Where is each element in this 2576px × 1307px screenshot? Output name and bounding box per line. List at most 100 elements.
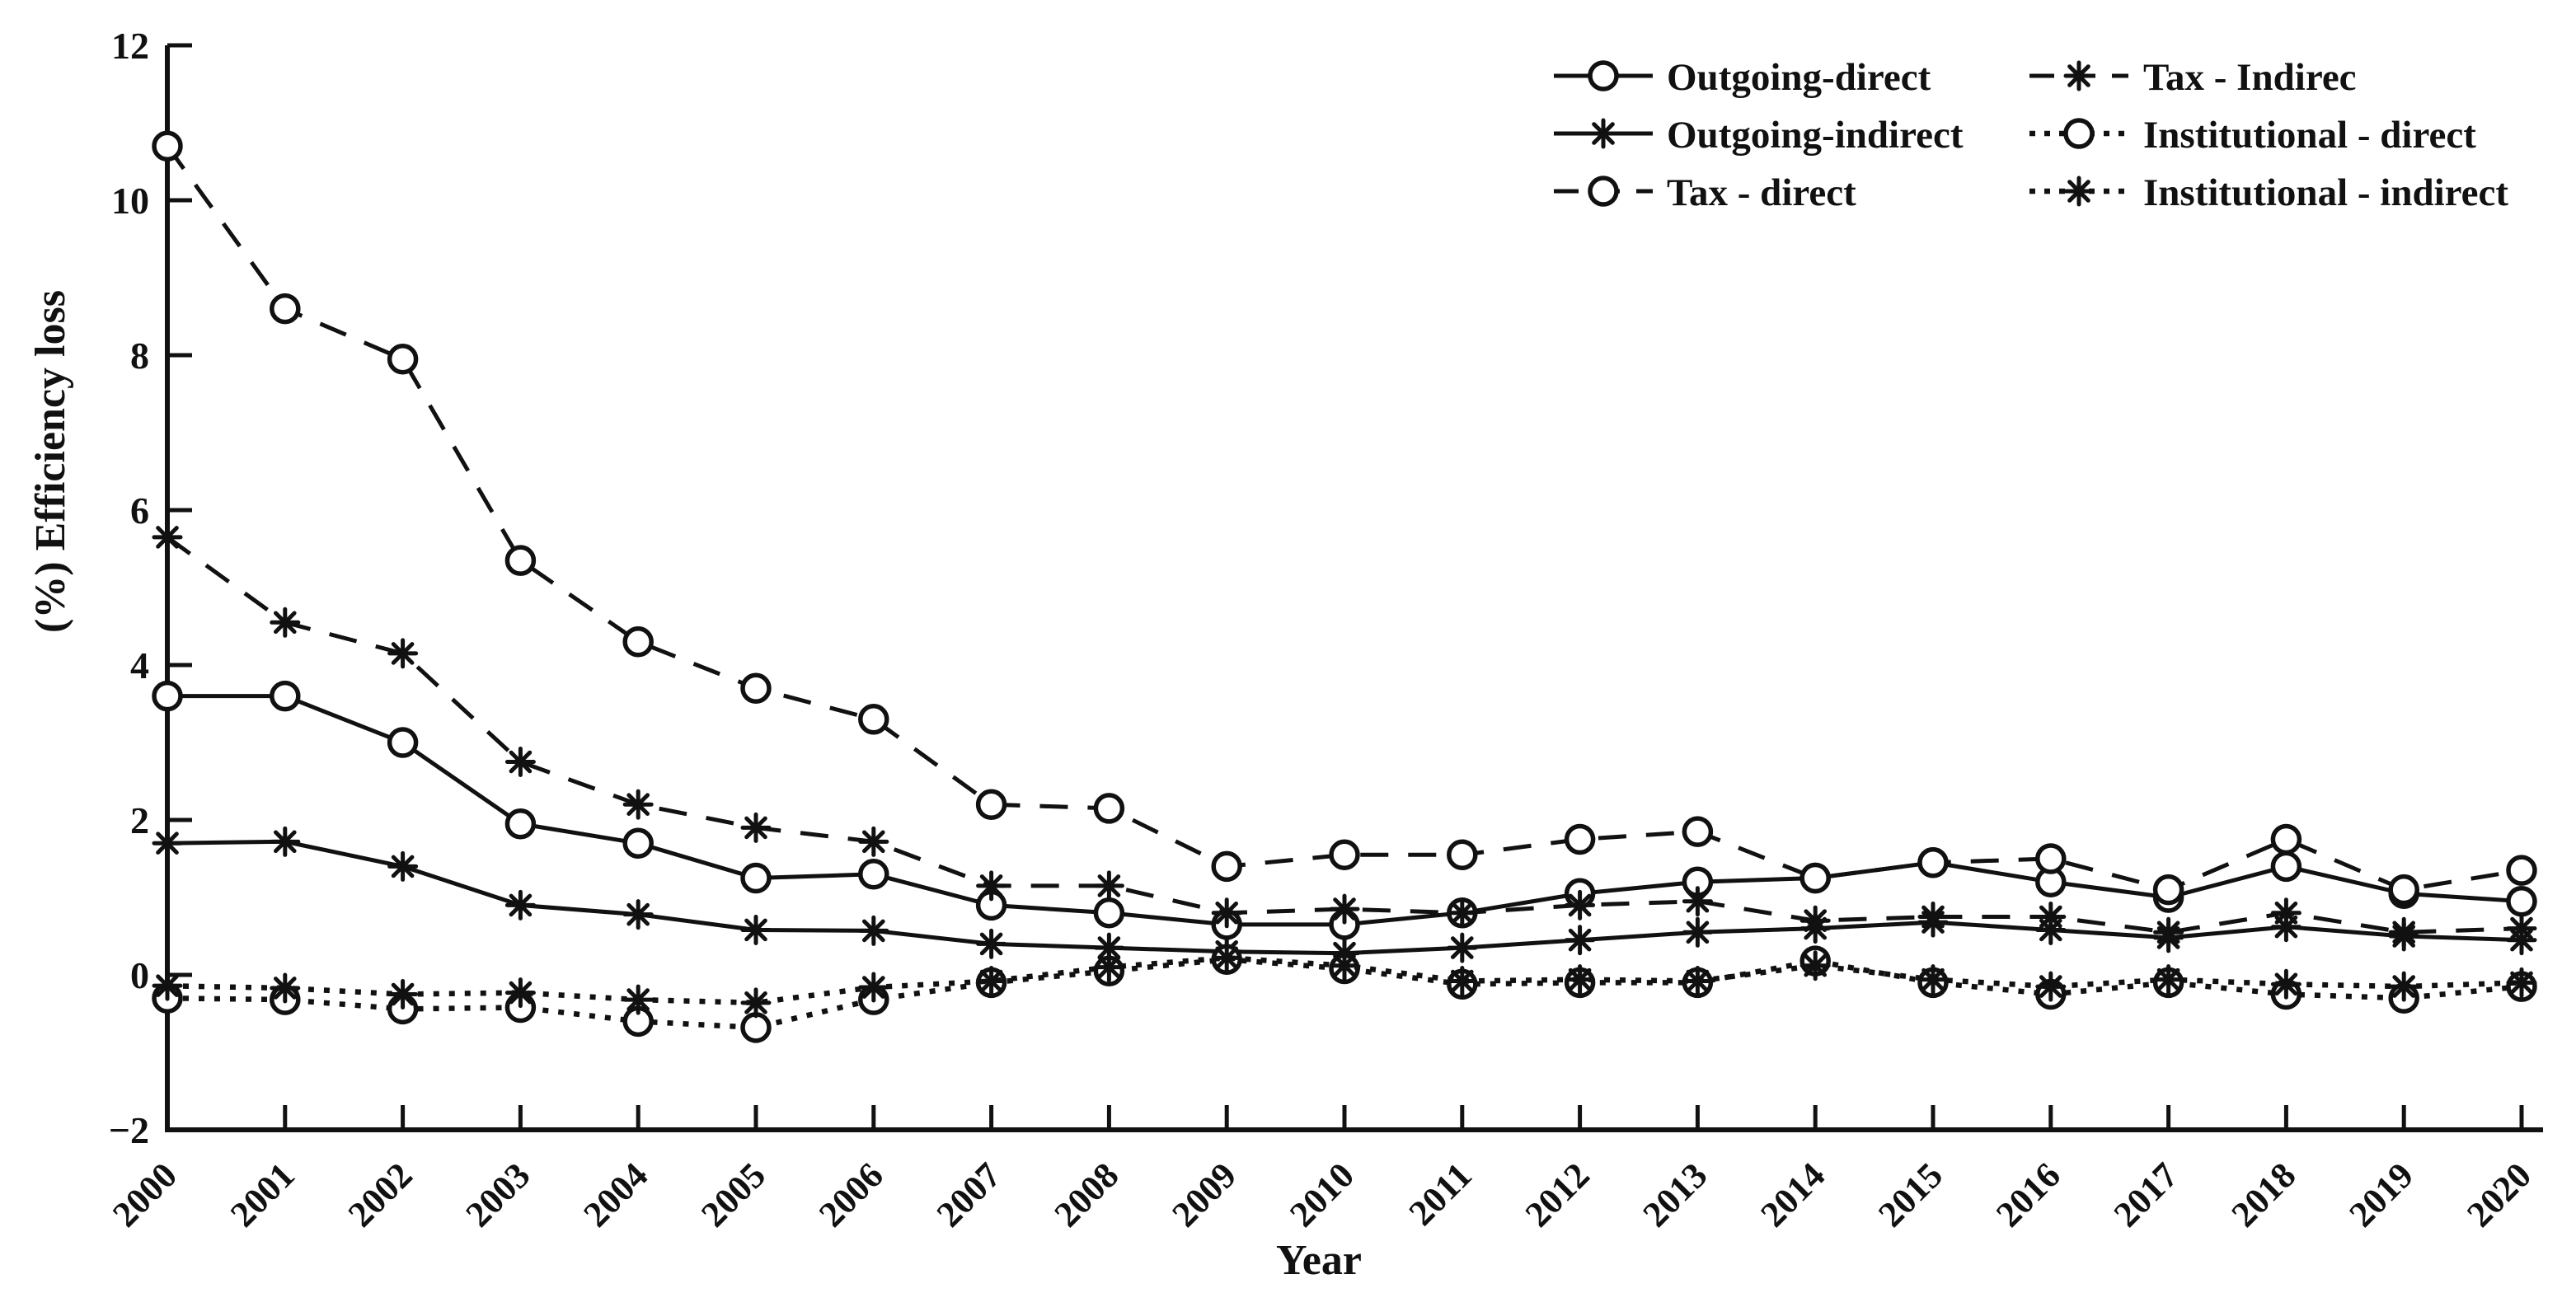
- y-tick-label: −2: [109, 1109, 149, 1151]
- legend-label-tax-direct: Tax - direct: [1667, 171, 1856, 214]
- asterisk-marker-tax-indirec: [858, 826, 889, 857]
- asterisk-marker-outgoing-indirect: [1682, 916, 1713, 948]
- circle-marker-outgoing-direct: [270, 680, 301, 712]
- circle-marker-tax-direct: [1917, 846, 1949, 878]
- x-tick-label: 2010: [1282, 1155, 1362, 1234]
- legend-label-outgoing-direct: Outgoing-direct: [1667, 56, 1931, 99]
- x-tick-label: 2013: [1635, 1155, 1715, 1234]
- circle-marker-outgoing-direct: [858, 859, 889, 890]
- x-tick-label: 2020: [2459, 1155, 2539, 1234]
- y-tick-label: 0: [130, 954, 149, 996]
- circle-marker-tax-direct: [1211, 850, 1242, 883]
- asterisk-marker-institutional-indirect: [740, 987, 772, 1019]
- asterisk-marker-institutional-indirect: [2388, 971, 2419, 1002]
- asterisk-marker-tax-indirec: [387, 638, 419, 669]
- legend-item-outgoing-indirect: Outgoing-indirect: [1554, 114, 1964, 157]
- circle-marker-tax-direct: [1564, 823, 1596, 855]
- asterisk-marker-institutional-indirect: [1917, 964, 1949, 995]
- asterisk-marker-institutional-indirect: [622, 984, 654, 1015]
- circle-marker-legend-outgoing-direct: [1588, 60, 1619, 91]
- circle-marker-outgoing-direct: [740, 862, 772, 894]
- circle-marker-tax-direct: [2506, 855, 2537, 886]
- series-institutional-indirect: [152, 942, 2537, 1019]
- asterisk-marker-institutional-indirect: [1211, 942, 1242, 973]
- x-tick-label: 2007: [929, 1155, 1009, 1234]
- x-tick-label: 2017: [2106, 1155, 2186, 1234]
- x-tick-label: 2019: [2341, 1155, 2421, 1234]
- asterisk-marker-outgoing-indirect: [270, 826, 301, 857]
- circle-marker-tax-direct: [152, 130, 183, 162]
- asterisk-marker-tax-indirec: [1447, 897, 1478, 929]
- y-tick-label: 6: [130, 490, 149, 532]
- x-tick-label: 2000: [105, 1155, 185, 1234]
- asterisk-marker-tax-indirec: [622, 789, 654, 820]
- asterisk-marker-legend-institutional-indirect: [2063, 176, 2095, 207]
- series-line-institutional-direct: [167, 956, 2522, 1031]
- circle-marker-tax-direct: [387, 343, 419, 375]
- asterisk-marker-institutional-indirect: [504, 977, 536, 1009]
- asterisk-marker-tax-indirec: [1329, 893, 1360, 925]
- asterisk-marker-tax-indirec: [2506, 913, 2537, 944]
- x-tick-label: 2012: [1518, 1155, 1598, 1234]
- circle-marker-tax-direct: [2152, 874, 2184, 906]
- x-tick-label: 2011: [1401, 1155, 1480, 1233]
- axes-layer: [165, 43, 2543, 1132]
- circle-marker-tax-direct: [2035, 843, 2067, 874]
- circle-marker-institutional-direct: [740, 1012, 772, 1043]
- asterisk-marker-tax-indirec: [2035, 902, 2067, 932]
- circle-marker-outgoing-direct: [622, 827, 654, 859]
- x-tick-label: 2005: [693, 1155, 773, 1234]
- y-tick-label: 8: [130, 335, 149, 377]
- circle-marker-tax-direct: [2270, 823, 2302, 855]
- circle-marker-tax-direct: [622, 626, 654, 658]
- asterisk-marker-institutional-indirect: [976, 966, 1007, 997]
- asterisk-marker-tax-indirec: [1211, 897, 1242, 929]
- circle-marker-outgoing-direct: [2270, 850, 2302, 883]
- asterisk-marker-outgoing-indirect: [1093, 932, 1124, 963]
- asterisk-marker-outgoing-indirect: [1447, 932, 1478, 963]
- y-tick-label: 2: [130, 799, 149, 841]
- asterisk-marker-institutional-indirect: [2270, 968, 2302, 1000]
- asterisk-marker-tax-indirec: [1093, 870, 1124, 902]
- asterisk-marker-institutional-indirect: [1329, 950, 1360, 981]
- circle-marker-tax-direct: [270, 293, 301, 325]
- asterisk-marker-outgoing-indirect: [387, 850, 419, 882]
- legend-item-institutional-direct: Institutional - direct: [2029, 114, 2476, 157]
- series-line-tax-direct: [165, 144, 2522, 892]
- asterisk-marker-outgoing-indirect: [152, 827, 183, 859]
- series-tax-indirec: [152, 522, 2537, 948]
- asterisk-marker-institutional-indirect: [152, 970, 183, 1001]
- legend-item-tax-indirec: Tax - Indirec: [2029, 56, 2357, 99]
- legend-item-tax-direct: Tax - direct: [1554, 171, 1856, 214]
- asterisk-marker-institutional-indirect: [1093, 952, 1124, 983]
- series-tax-direct: [152, 130, 2537, 906]
- x-tick-label: 2015: [1870, 1155, 1950, 1234]
- asterisk-marker-institutional-indirect: [270, 972, 301, 1004]
- circle-marker-tax-direct: [1329, 839, 1360, 871]
- circle-marker-tax-direct: [1799, 862, 1831, 894]
- legend-label-tax-indirec: Tax - Indirec: [2143, 56, 2357, 99]
- circle-marker-outgoing-direct: [1093, 897, 1125, 929]
- x-tick-label: 2001: [223, 1155, 303, 1234]
- circle-marker-tax-direct: [858, 704, 889, 735]
- asterisk-marker-tax-indirec: [740, 812, 772, 843]
- y-tick-label: 4: [130, 644, 149, 686]
- x-tick-label: 2018: [2224, 1155, 2304, 1234]
- asterisk-marker-tax-indirec: [1682, 886, 1713, 917]
- asterisk-marker-institutional-indirect: [858, 972, 889, 1003]
- legend-label-institutional-direct: Institutional - direct: [2143, 114, 2476, 157]
- y-tick-label: 12: [111, 25, 149, 67]
- x-tick-label: 2004: [575, 1155, 655, 1234]
- asterisk-marker-outgoing-indirect: [504, 889, 536, 921]
- asterisk-marker-outgoing-indirect: [740, 914, 772, 945]
- asterisk-marker-outgoing-indirect: [858, 915, 889, 946]
- legend-label-institutional-indirect: Institutional - indirect: [2143, 171, 2508, 214]
- asterisk-marker-tax-indirec: [270, 607, 301, 638]
- x-tick-label: 2003: [458, 1155, 538, 1234]
- circle-marker-tax-direct: [1093, 793, 1125, 824]
- circle-marker-outgoing-direct: [152, 680, 183, 712]
- asterisk-marker-institutional-indirect: [1682, 966, 1713, 997]
- circle-marker-tax-direct: [504, 545, 537, 576]
